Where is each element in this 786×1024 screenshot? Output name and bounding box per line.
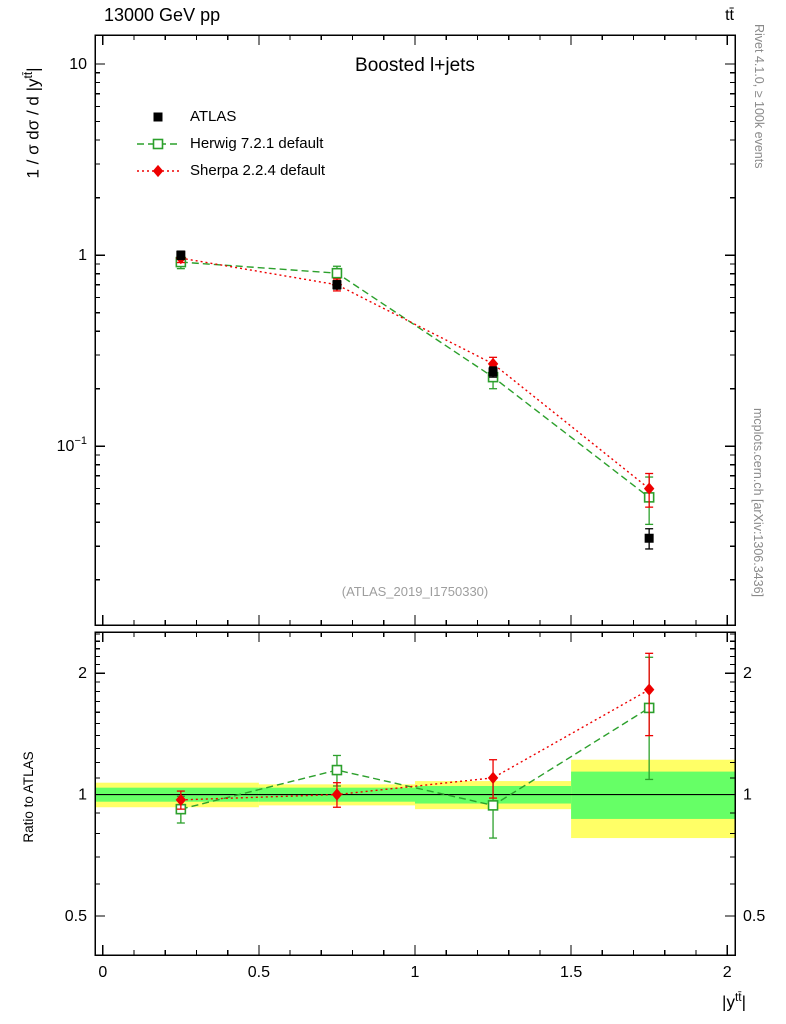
svg-text:2: 2: [723, 964, 732, 981]
main-series-0: [176, 250, 654, 550]
legend-item-atlas: ATLAS: [136, 103, 325, 130]
herwig-marker-icon: [137, 138, 179, 149]
svg-text:0: 0: [98, 964, 107, 981]
mcplots-arxiv-note: mcplots.cern.ch [arXiv:1306.3436]: [751, 408, 765, 597]
x-axis-label-sup: tt̄: [734, 990, 742, 1004]
legend-label-herwig: Herwig 7.2.1 default: [190, 135, 324, 152]
svg-text:2: 2: [743, 665, 752, 682]
y-axis-label-text: 1 / σ dσ / d |y: [23, 78, 43, 179]
y-axis-label-sup: tt̄: [21, 71, 35, 79]
atlas-marker-icon: [153, 112, 163, 121]
legend-item-sherpa: Sherpa 2.2.4 default: [136, 157, 325, 184]
legend-label-atlas: ATLAS: [190, 108, 237, 125]
svg-text:0.5: 0.5: [248, 964, 270, 981]
panel-frames: [94, 34, 736, 956]
main-series-1: [175, 255, 655, 526]
ratio-panel-frame: [94, 631, 736, 956]
svg-text:1: 1: [78, 247, 87, 264]
beam-energy-label: 13000 GeV pp: [104, 5, 221, 25]
svg-text:2: 2: [78, 665, 87, 682]
y-axis-label-suffix: |: [23, 67, 43, 72]
svg-text:0.5: 0.5: [65, 908, 87, 925]
legend-item-herwig: Herwig 7.2.1 default: [136, 130, 325, 157]
svg-text:1: 1: [743, 787, 752, 804]
svg-text:10−1: 10−1: [57, 435, 87, 455]
x-axis-label-text: |y: [722, 992, 735, 1012]
tick-labels: 0 0.5 1 1.5 2 10−1 1 10 0.5 0.5 1 1 2 2: [57, 56, 766, 981]
analysis-id-watermark: (ATLAS_2019_I1750330): [341, 584, 489, 599]
x-axis-label: |ytt̄|: [722, 990, 746, 1013]
svg-text:0.5: 0.5: [743, 908, 765, 925]
axis-ticks: [95, 35, 735, 955]
svg-text:1.5: 1.5: [560, 964, 582, 981]
ratio-series-2: [175, 652, 655, 810]
legend: ATLAS Herwig 7.2.1 default Sherpa 2.2.4 …: [136, 103, 325, 184]
sherpa-marker-icon: [137, 164, 179, 177]
svg-text:1: 1: [78, 787, 87, 804]
rivet-version-note: Rivet 4.1.0, ≥ 100k events: [752, 24, 766, 169]
y-axis-label-ratio: Ratio to ATLAS: [21, 751, 36, 843]
main-series-2: [175, 252, 655, 508]
svg-text:10: 10: [69, 56, 87, 73]
legend-label-sherpa: Sherpa 2.2.4 default: [190, 162, 326, 179]
process-label: tt̄: [725, 7, 734, 24]
x-axis-label-suffix: |: [741, 992, 746, 1012]
main-panel-frame: [94, 34, 736, 626]
plot-title: Boosted l+jets: [355, 55, 475, 76]
y-axis-label-main: 1 / σ dσ / d |ytt̄|: [21, 13, 43, 233]
svg-text:1: 1: [411, 964, 420, 981]
